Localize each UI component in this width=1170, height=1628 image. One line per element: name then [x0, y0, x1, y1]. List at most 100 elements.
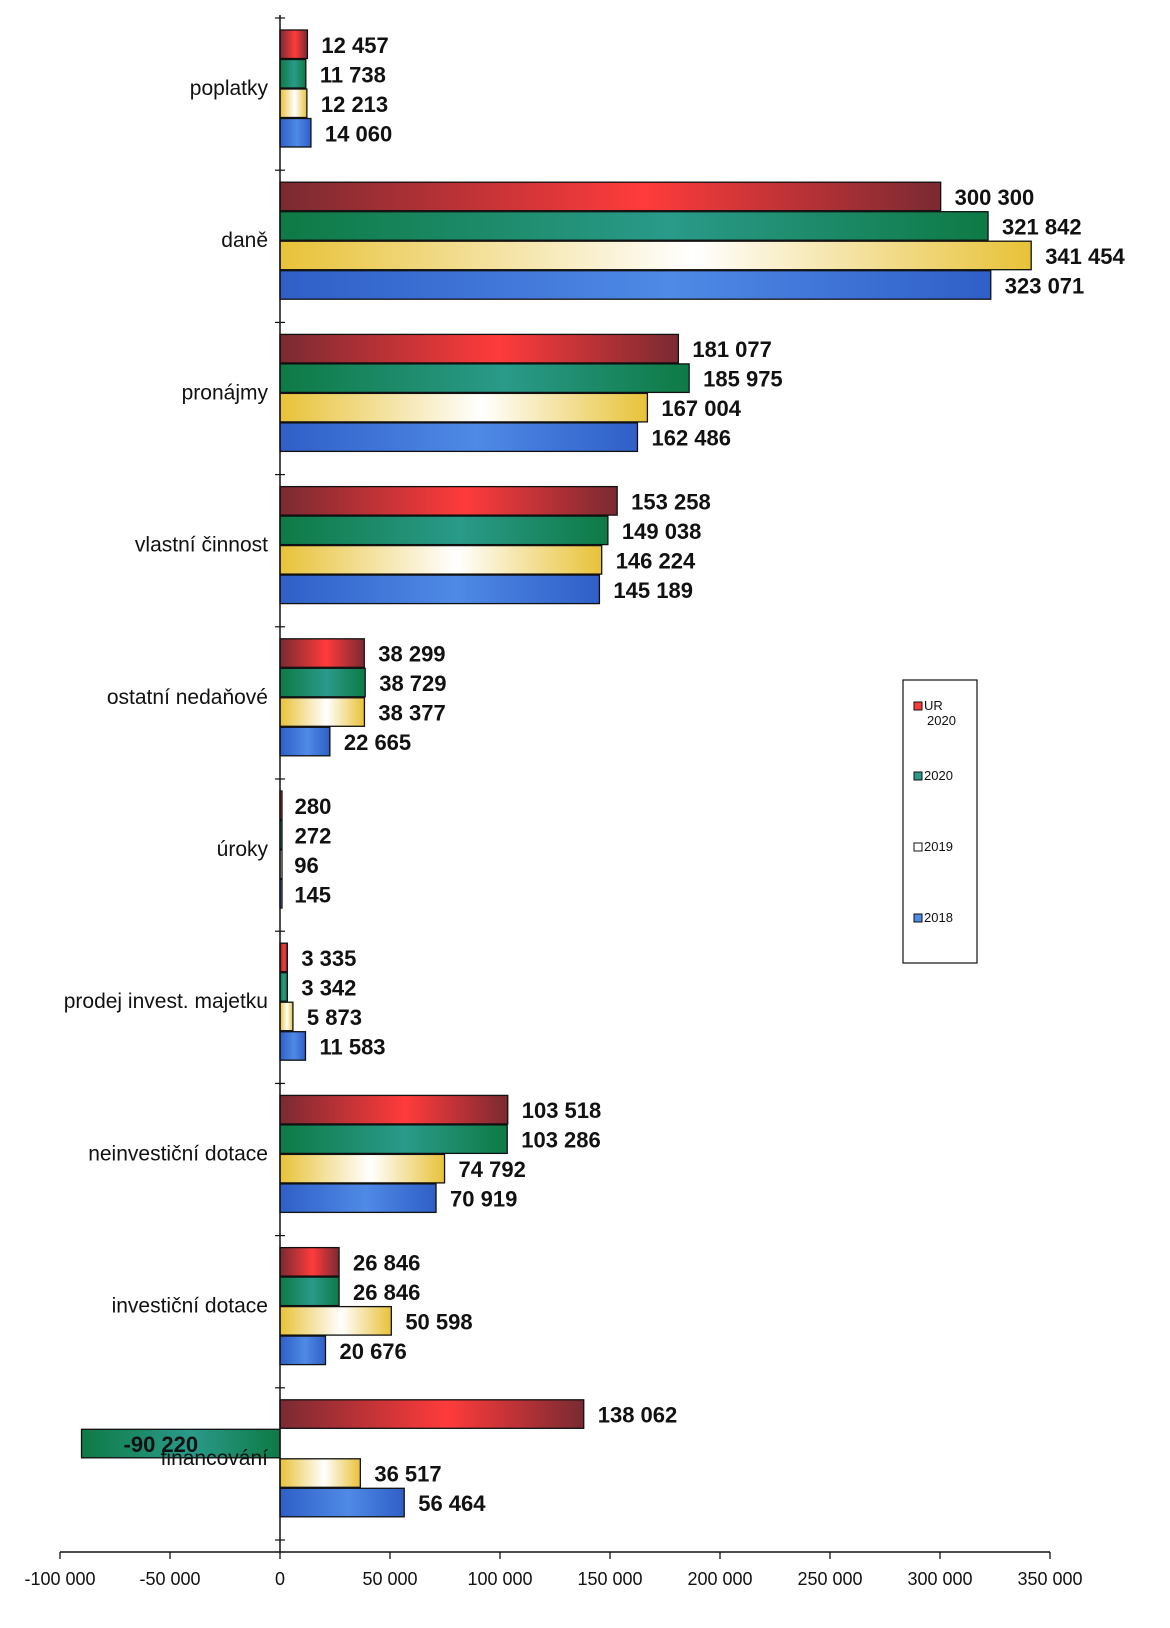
bar-dane-2019 [279, 240, 1032, 271]
value-label-prodej-invest-majetku-2019: 5 873 [307, 1005, 362, 1030]
value-label-neinvesticni-dotace-2018: 70 919 [450, 1187, 517, 1212]
value-label-pronajmy-ur-2020: 181 077 [692, 337, 772, 362]
bar-poplatky-2018 [279, 117, 312, 148]
legend-label-2019: 2019 [924, 839, 953, 854]
legend-swatch-2018 [913, 913, 923, 923]
value-label-dane-2018: 323 071 [1005, 273, 1085, 298]
bar-financovani-2018 [279, 1487, 405, 1518]
bar-dane-2020 [279, 211, 989, 241]
bar-pronajmy-2020 [279, 363, 690, 394]
bar-pronajmy-2019 [279, 392, 649, 423]
value-label-poplatky-2019: 12 213 [321, 92, 388, 117]
bar-ostatni-nedanove-2019 [279, 697, 366, 727]
value-label-neinvesticni-dotace-ur-2020: 103 518 [522, 1098, 602, 1123]
bar-prodej-invest-majetku-2020 [279, 972, 289, 1002]
value-label-ostatni-nedanove-2020: 38 729 [379, 671, 446, 696]
category-label-poplatky: poplatky [190, 77, 269, 100]
bar-dane-2018 [279, 270, 992, 300]
value-label-vlastni-cinnost-ur-2020: 153 258 [631, 489, 711, 514]
x-tick-label: 350 000 [1017, 1569, 1082, 1589]
category-label-financovani: financování [161, 1447, 269, 1470]
x-tick-label: -100 000 [24, 1569, 95, 1589]
chart-legend: UR 2020 2020 2019 2018 [902, 679, 978, 964]
category-label-prodej-invest-majetku: prodej invest. majetku [64, 990, 268, 1013]
value-label-ostatni-nedanove-2018: 22 665 [344, 730, 411, 755]
bar-investicni-dotace-2019 [279, 1305, 392, 1336]
value-label-financovani-ur-2020: 138 062 [598, 1403, 678, 1428]
x-tick-label: 300 000 [907, 1569, 972, 1589]
legend-label-ur-2020: UR 2020 [924, 698, 956, 728]
value-label-pronajmy-2018: 162 486 [651, 426, 731, 451]
value-label-vlastni-cinnost-2020: 149 038 [622, 519, 702, 544]
bar-vlastni-cinnost-2019 [279, 544, 603, 575]
value-label-uroky-2019: 96 [294, 853, 318, 878]
value-label-uroky-ur-2020: 280 [295, 794, 332, 819]
bars-layer [80, 29, 1032, 1518]
legend-swatch-2020 [913, 771, 923, 781]
value-label-investicni-dotace-ur-2020: 26 846 [353, 1250, 420, 1275]
bar-vlastni-cinnost-2018 [279, 574, 601, 605]
value-label-prodej-invest-majetku-2018: 11 583 [319, 1034, 385, 1059]
legend-label-2020: 2020 [924, 768, 953, 783]
value-label-uroky-2018: 145 [294, 882, 331, 907]
value-label-neinvesticni-dotace-2019: 74 792 [459, 1157, 526, 1182]
value-label-ostatni-nedanove-2019: 38 377 [378, 701, 445, 726]
value-label-pronajmy-2020: 185 975 [703, 367, 783, 392]
bar-poplatky-2019 [279, 88, 308, 119]
category-label-investicni-dotace: investiční dotace [112, 1295, 268, 1318]
x-tick-label: 150 000 [577, 1569, 642, 1589]
value-label-prodej-invest-majetku-2020: 3 342 [301, 975, 356, 1000]
value-label-financovani-2020: -90 220 [124, 1432, 199, 1457]
bar-vlastni-cinnost-2020 [279, 515, 609, 546]
category-label-uroky: úroky [217, 838, 269, 861]
value-label-investicni-dotace-2020: 26 846 [353, 1280, 420, 1305]
value-label-dane-2020: 321 842 [1002, 214, 1082, 239]
bar-neinvesticni-dotace-2019 [279, 1153, 446, 1184]
bar-pronajmy-2018 [279, 422, 639, 453]
bar-prodej-invest-majetku-2019 [279, 1001, 294, 1032]
value-label-financovani-2018: 56 464 [418, 1491, 486, 1516]
value-label-neinvesticni-dotace-2020: 103 286 [521, 1128, 601, 1153]
x-tick-label: 100 000 [467, 1569, 532, 1589]
value-label-investicni-dotace-2018: 20 676 [339, 1339, 406, 1364]
value-label-poplatky-2018: 14 060 [325, 121, 392, 146]
value-label-vlastni-cinnost-2019: 146 224 [616, 548, 696, 573]
x-tick-label: 200 000 [687, 1569, 752, 1589]
value-label-uroky-2020: 272 [295, 823, 332, 848]
x-tick-label: 250 000 [797, 1569, 862, 1589]
legend-label-2018: 2018 [924, 910, 953, 925]
bar-vlastni-cinnost-ur-2020 [279, 485, 618, 516]
bar-prodej-invest-majetku-ur-2020 [279, 942, 288, 973]
value-label-dane-ur-2020: 300 300 [955, 185, 1035, 210]
value-label-pronajmy-2019: 167 004 [661, 396, 741, 421]
bar-poplatky-ur-2020 [279, 29, 309, 60]
bar-pronajmy-ur-2020 [279, 333, 680, 364]
value-label-financovani-2019: 36 517 [374, 1462, 441, 1487]
category-label-vlastni-cinnost: vlastní činnost [135, 534, 268, 557]
category-label-dane: daně [221, 229, 268, 252]
x-tick-label: -50 000 [139, 1569, 200, 1589]
category-label-ostatni-nedanove: ostatní nedaňové [107, 686, 268, 709]
bar-ostatni-nedanove-2020 [279, 667, 366, 698]
labels-layer: 12 457 11 738 12 213 14 060 poplatky 300 300 3… [64, 33, 1126, 1516]
value-label-poplatky-2020: 11 738 [320, 62, 386, 87]
value-label-dane-2019: 341 454 [1045, 244, 1125, 269]
bar-neinvesticni-dotace-ur-2020 [279, 1094, 509, 1125]
category-label-pronajmy: pronájmy [182, 381, 269, 404]
value-label-ostatni-nedanove-ur-2020: 38 299 [378, 642, 445, 667]
category-label-neinvesticni-dotace: neinvestiční dotace [88, 1142, 268, 1165]
legend-swatch-ur-2020 [913, 701, 923, 711]
x-tick-label: 0 [275, 1569, 285, 1589]
bar-prodej-invest-majetku-2018 [279, 1031, 307, 1061]
bar-financovani-2020 [80, 1428, 281, 1459]
bar-financovani-ur-2020 [279, 1399, 585, 1429]
value-label-investicni-dotace-2019: 50 598 [405, 1309, 472, 1334]
bar-financovani-2019 [279, 1458, 361, 1488]
bar-ostatni-nedanove-2018 [279, 726, 331, 757]
bar-neinvesticni-dotace-2018 [279, 1183, 437, 1214]
bar-neinvesticni-dotace-2020 [279, 1124, 508, 1155]
axis-layer: -100 000 -50 000 0 50 000 100 000 150 000 200 … [24, 15, 1083, 1589]
bar-investicni-dotace-ur-2020 [279, 1246, 340, 1277]
bar-investicni-dotace-2020 [279, 1276, 340, 1307]
